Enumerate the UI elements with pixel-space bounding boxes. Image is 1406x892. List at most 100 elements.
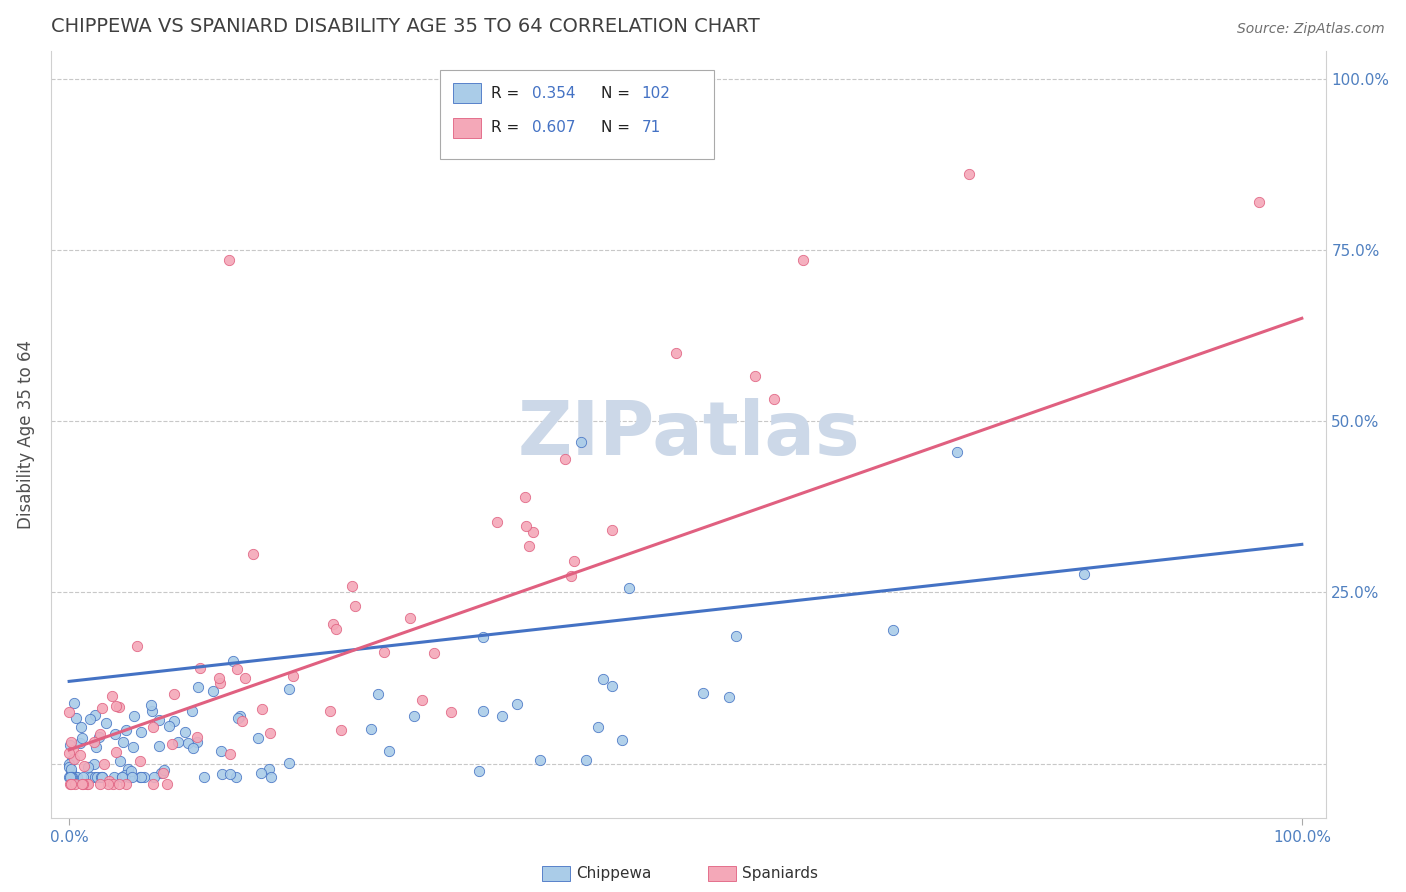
Point xyxy=(209,744,232,758)
Point xyxy=(562,554,585,568)
Point xyxy=(250,766,273,780)
Point xyxy=(108,755,131,769)
Point xyxy=(692,686,714,700)
Point xyxy=(63,777,86,791)
Text: R =: R = xyxy=(491,86,524,101)
Point xyxy=(65,711,87,725)
Point xyxy=(1073,567,1095,582)
Point xyxy=(104,726,127,740)
Point xyxy=(340,579,363,593)
Point xyxy=(101,690,124,704)
Point xyxy=(72,770,94,784)
Point xyxy=(592,672,614,686)
Point xyxy=(91,770,114,784)
Bar xyxy=(453,83,481,103)
Point xyxy=(472,704,495,718)
Text: 71: 71 xyxy=(641,120,661,136)
Point xyxy=(83,756,105,771)
Point xyxy=(945,445,967,459)
Point xyxy=(560,569,582,583)
Point xyxy=(89,777,111,791)
Point xyxy=(233,671,256,685)
Point xyxy=(89,727,111,741)
Point xyxy=(77,777,100,791)
Point xyxy=(325,622,347,636)
Point xyxy=(246,731,269,745)
Point xyxy=(1247,194,1270,209)
Point xyxy=(63,770,86,784)
Point xyxy=(84,739,107,754)
Point xyxy=(90,770,112,784)
Point xyxy=(411,693,433,707)
Point xyxy=(77,760,100,774)
Point xyxy=(472,630,495,644)
Point xyxy=(114,723,136,738)
Point xyxy=(792,253,814,268)
Point xyxy=(139,698,162,712)
Point xyxy=(58,770,80,784)
Point xyxy=(83,770,105,784)
Point xyxy=(70,731,93,745)
Point xyxy=(219,747,242,761)
Point xyxy=(201,684,224,698)
Point xyxy=(107,777,129,791)
Point xyxy=(142,719,165,733)
Point xyxy=(186,730,208,744)
Point xyxy=(66,770,89,784)
Point xyxy=(612,733,634,747)
Point xyxy=(103,777,125,791)
Point xyxy=(72,777,94,791)
Point xyxy=(183,741,205,756)
Point xyxy=(70,720,93,734)
Point xyxy=(167,735,190,749)
Point xyxy=(322,616,344,631)
Point xyxy=(218,253,240,268)
Point xyxy=(257,762,280,776)
Point xyxy=(367,687,389,701)
Point xyxy=(187,680,209,694)
Point xyxy=(60,765,83,780)
Text: Spaniards: Spaniards xyxy=(742,866,818,881)
Point xyxy=(129,770,152,784)
Point xyxy=(94,716,117,731)
Point xyxy=(486,515,509,529)
Point xyxy=(569,434,592,449)
Point xyxy=(69,748,91,763)
Text: Source: ZipAtlas.com: Source: ZipAtlas.com xyxy=(1237,22,1385,37)
Text: Chippewa: Chippewa xyxy=(576,866,651,881)
Point xyxy=(226,711,249,725)
Point xyxy=(186,735,208,749)
Point xyxy=(65,770,87,784)
Point xyxy=(58,746,80,760)
Point xyxy=(157,719,180,733)
Point xyxy=(149,765,172,780)
Point xyxy=(208,671,231,685)
Point xyxy=(277,756,299,770)
Bar xyxy=(453,118,481,137)
Point xyxy=(111,770,134,784)
Point xyxy=(63,696,86,710)
Point xyxy=(97,777,120,791)
Point xyxy=(423,646,446,660)
Point xyxy=(59,762,82,776)
Point xyxy=(148,714,170,728)
Point xyxy=(160,737,183,751)
Point xyxy=(60,735,83,749)
Point xyxy=(142,777,165,791)
Point xyxy=(491,709,513,723)
Point xyxy=(762,392,785,406)
Point xyxy=(104,745,127,759)
Point xyxy=(111,735,134,749)
Point xyxy=(111,770,134,784)
Point xyxy=(83,707,105,722)
Point xyxy=(226,662,249,676)
Point xyxy=(80,770,103,784)
Point xyxy=(193,770,215,784)
Point xyxy=(103,770,125,784)
Point xyxy=(60,770,83,784)
Point xyxy=(319,705,342,719)
Bar xyxy=(541,866,569,881)
Point xyxy=(231,714,253,728)
Point xyxy=(98,774,121,789)
Point xyxy=(229,708,252,723)
